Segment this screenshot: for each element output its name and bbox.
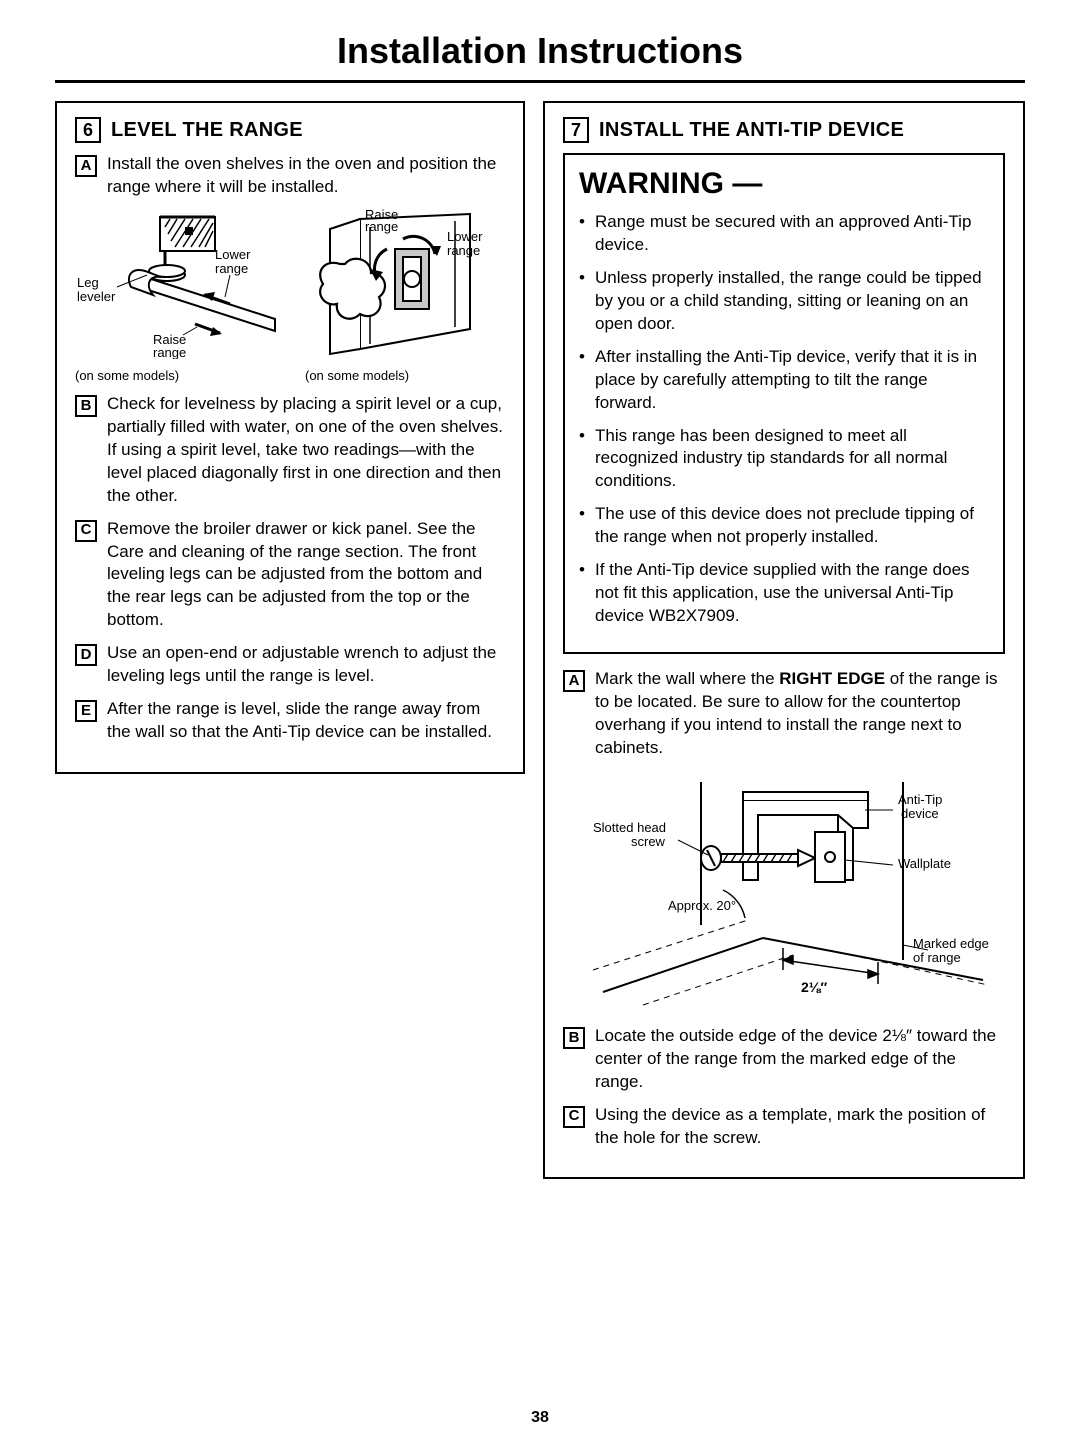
step-letter: C [75,520,97,542]
warning-bullet: After installing the Anti-Tip device, ve… [579,346,989,415]
step-7A-pre: Mark the wall where the [595,669,779,688]
figure-anti-tip: Slotted head screw Approx. 20° Anti-Tip … [583,770,1005,1015]
dim-label: 2⅛″ [801,979,827,995]
warning-title: WARNING — [579,167,989,201]
svg-text:Slotted head: Slotted head [593,820,666,835]
figure-leveling: Leg leveler Lower range Raise range (on … [75,209,505,383]
page-title: Installation Instructions [55,30,1025,72]
svg-text:screw: screw [631,834,666,849]
svg-text:device: device [901,806,939,821]
step-letter: A [563,670,585,692]
section-title-antitip: INSTALL THE ANTI-TIP DEVICE [599,119,904,142]
svg-text:of range: of range [913,950,961,965]
section-head-7: 7 INSTALL THE ANTI-TIP DEVICE [563,117,1005,143]
fig1-caption: (on some models) [75,368,285,383]
section-head-6: 6 LEVEL THE RANGE [75,117,505,143]
warning-bullets: Range must be secured with an approved A… [579,211,989,628]
step-letter: D [75,644,97,666]
svg-text:range: range [447,243,480,258]
svg-text:range: range [365,219,398,234]
step-text: Check for levelness by placing a spirit … [107,393,505,508]
svg-text:Approx. 20°: Approx. 20° [668,898,736,913]
step-text: Using the device as a template, mark the… [595,1104,1005,1150]
step-6A: A Install the oven shelves in the oven a… [75,153,505,199]
warning-bullet: This range has been designed to meet all… [579,425,989,494]
svg-text:Anti-Tip: Anti-Tip [898,792,942,807]
step-letter: E [75,700,97,722]
step-6C: C Remove the broiler drawer or kick pane… [75,518,505,633]
step-letter: C [563,1106,585,1128]
title-rule [55,80,1025,83]
step-text: Remove the broiler drawer or kick panel.… [107,518,505,633]
step-number-6: 6 [75,117,101,143]
section-title-level: LEVEL THE RANGE [111,119,303,142]
svg-text:range: range [215,261,248,276]
warning-bullet: Unless properly installed, the range cou… [579,267,989,336]
warning-bullet: If the Anti-Tip device supplied with the… [579,559,989,628]
svg-text:Leg: Leg [77,275,99,290]
step-6D: D Use an open-end or adjustable wrench t… [75,642,505,688]
fig-hand-adjust: Raise range Lower range (on some models) [305,209,495,383]
warning-bullet: Range must be secured with an approved A… [579,211,989,257]
svg-text:Lower: Lower [447,229,483,244]
step-7A-bold: RIGHT EDGE [779,669,885,688]
fig-leg-leveler: Leg leveler Lower range Raise range (on … [75,209,285,383]
step-text: Locate the outside edge of the device 2⅛… [595,1025,1005,1094]
svg-text:Marked edge: Marked edge [913,936,989,951]
page-number: 38 [55,1409,1025,1427]
fig2-caption: (on some models) [305,368,495,383]
step-7A: A Mark the wall where the RIGHT EDGE of … [563,668,1005,760]
step-7C: C Using the device as a template, mark t… [563,1104,1005,1150]
svg-text:range: range [153,345,186,359]
panel-anti-tip: 7 INSTALL THE ANTI-TIP DEVICE WARNING — … [543,101,1025,1179]
step-text: Install the oven shelves in the oven and… [107,153,505,199]
warning-box: WARNING — Range must be secured with an … [563,153,1005,654]
warning-bullet: The use of this device does not preclude… [579,503,989,549]
panel-level-range: 6 LEVEL THE RANGE A Install the oven she… [55,101,525,774]
step-letter: B [75,395,97,417]
step-number-7: 7 [563,117,589,143]
step-7B: B Locate the outside edge of the device … [563,1025,1005,1094]
step-6B: B Check for levelness by placing a spiri… [75,393,505,508]
step-text: Use an open-end or adjustable wrench to … [107,642,505,688]
step-text: After the range is level, slide the rang… [107,698,505,744]
step-letter: A [75,155,97,177]
svg-text:leveler: leveler [77,289,116,304]
svg-text:Wallplate: Wallplate [898,856,951,871]
step-letter: B [563,1027,585,1049]
step-text: Mark the wall where the RIGHT EDGE of th… [595,668,1005,760]
columns: 6 LEVEL THE RANGE A Install the oven she… [55,101,1025,1179]
svg-text:Lower: Lower [215,247,251,262]
step-6E: E After the range is level, slide the ra… [75,698,505,744]
